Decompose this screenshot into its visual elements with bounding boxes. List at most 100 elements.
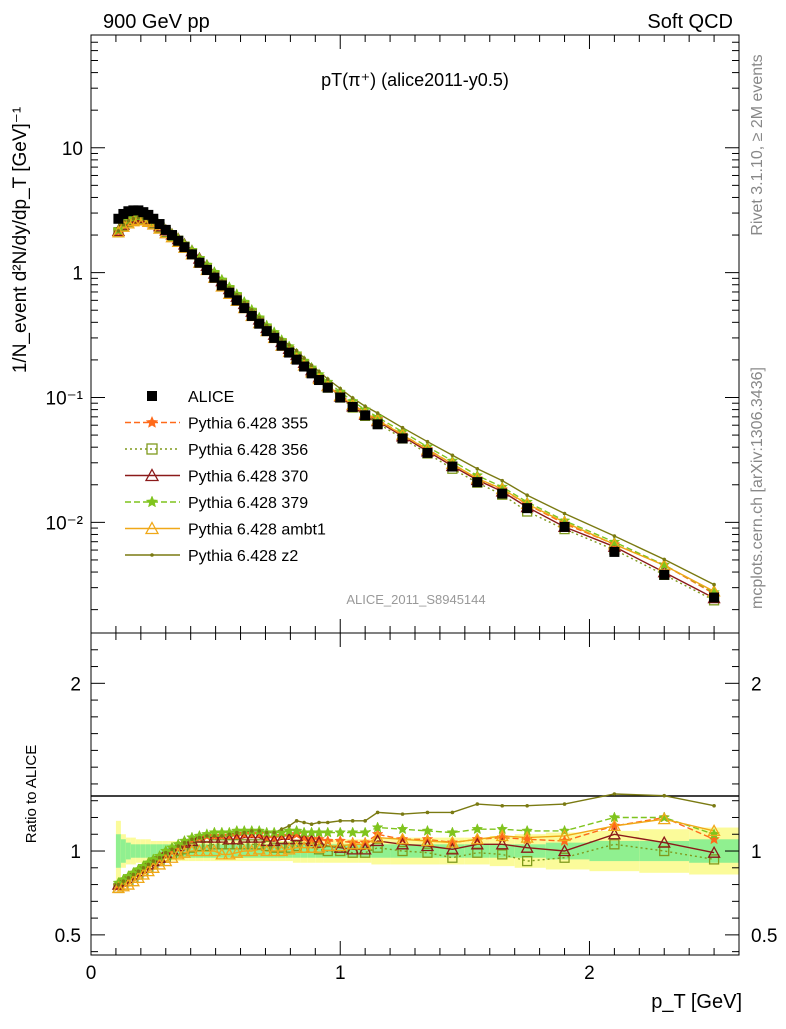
legend-label-ambt1: Pythia 6.428 ambt1 xyxy=(188,522,326,539)
ratio-stat-band xyxy=(225,844,234,858)
ratio-point-p370 xyxy=(230,832,244,845)
ratio-point-z2 xyxy=(235,830,239,835)
ratio-point-z2 xyxy=(525,803,529,808)
ratio-point-z2 xyxy=(500,803,505,808)
main-point-ALICE xyxy=(709,592,720,603)
x-axis-label: p_T [GeV] xyxy=(651,991,742,1013)
main-y-tick-label: 10⁻² xyxy=(46,513,84,534)
ratio-series-markers xyxy=(111,792,721,894)
main-panel: 10⁻² 10⁻¹ 1 10 pT(π⁺) (alice2011-y0.5) ALIC… xyxy=(10,34,740,634)
ratio-stat-band xyxy=(135,844,141,858)
main-point-ALICE xyxy=(154,219,165,230)
ratio-point-ambt1 xyxy=(470,832,484,845)
legend-label-p370: Pythia 6.428 370 xyxy=(188,469,308,486)
legend-marker-ALICE xyxy=(147,391,157,401)
rivet-label: Rivet 3.1.10, ≥ 2M events xyxy=(749,54,766,235)
main-x-ticks xyxy=(90,35,740,633)
ratio-stat-band xyxy=(255,844,263,858)
ratio-y-tick-label: 2 xyxy=(70,674,81,695)
main-point-ALICE xyxy=(372,419,383,430)
ratio-point-ambt1 xyxy=(346,837,360,850)
ratio-point-ambt1 xyxy=(657,812,671,825)
ratio-point-ambt1 xyxy=(222,847,236,860)
ratio-point-p379 xyxy=(359,826,371,838)
ratio-point-z2 xyxy=(197,835,202,840)
ratio-point-p370 xyxy=(607,827,621,840)
main-point-z2 xyxy=(287,343,291,347)
ratio-point-z2 xyxy=(350,819,355,823)
ratio-point-p370 xyxy=(207,830,221,843)
ratio-point-z2 xyxy=(363,819,367,823)
main-y-tick-label: 10⁻¹ xyxy=(46,388,84,409)
main-point-ALICE xyxy=(261,326,272,337)
main-y-tick-label: 1 xyxy=(72,264,83,285)
ratio-point-z2 xyxy=(475,802,480,806)
ratio-point-p370 xyxy=(707,845,721,858)
ratio-point-z2 xyxy=(182,840,187,845)
main-point-ALICE xyxy=(276,340,287,351)
ratio-point-z2 xyxy=(136,869,141,873)
ratio-stat-band xyxy=(130,844,136,858)
ratio-point-ambt1 xyxy=(290,840,304,853)
ratio-point-z2 xyxy=(212,834,217,838)
main-point-ALICE xyxy=(209,272,220,283)
ratio-point-ambt1 xyxy=(230,845,244,858)
ratio-point-z2 xyxy=(126,876,131,880)
legend-label-p356: Pythia 6.428 356 xyxy=(188,442,308,459)
ratio-stat-band xyxy=(140,844,146,858)
main-point-z2 xyxy=(450,453,455,458)
ratio-stat-band xyxy=(371,844,391,858)
ratio-point-z2 xyxy=(176,844,181,848)
main-point-ALICE xyxy=(306,368,317,379)
main-series-markers xyxy=(111,205,721,606)
main-point-z2 xyxy=(317,369,321,374)
main-point-ambt1 xyxy=(121,216,135,229)
main-point-ALICE xyxy=(269,332,280,343)
ratio-stat-band xyxy=(120,839,126,863)
main-point-ALICE xyxy=(239,303,250,314)
ratio-stat-band xyxy=(145,844,151,858)
ratio-point-p370 xyxy=(297,832,311,845)
ratio-y-ticks: 0.5 0.5 1 1 2 2 xyxy=(55,649,777,953)
ratio-stat-band xyxy=(181,844,189,858)
main-point-ALICE xyxy=(179,242,190,253)
ratio-point-z2 xyxy=(249,829,254,833)
ratio-point-z2 xyxy=(317,820,321,825)
ratio-point-ambt1 xyxy=(358,837,372,850)
main-point-ALICE xyxy=(224,287,235,298)
ratio-point-p370 xyxy=(222,832,236,845)
header-left: 900 GeV pp xyxy=(103,11,210,33)
ratio-point-ambt1 xyxy=(185,844,199,857)
ratio-point-z2 xyxy=(325,820,330,825)
ratio-point-ambt1 xyxy=(607,819,621,832)
ratio-point-z2 xyxy=(287,824,291,828)
main-point-z2 xyxy=(294,348,299,353)
main-point-z2 xyxy=(302,356,306,360)
ratio-point-z2 xyxy=(662,793,667,798)
main-point-z2 xyxy=(121,222,126,227)
ratio-point-p356 xyxy=(422,847,433,858)
ratio-point-z2 xyxy=(157,855,162,860)
ratio-point-z2 xyxy=(151,859,156,863)
ratio-point-ambt1 xyxy=(297,840,311,853)
ratio-point-z2 xyxy=(220,834,224,838)
ratio-point-ambt1 xyxy=(131,871,145,884)
ratio-point-ambt1 xyxy=(121,877,135,890)
legend: ALICE Pythia 6.428 355 Pythia 6.428 356 Pyt… xyxy=(125,389,326,565)
ratio-point-z2 xyxy=(375,810,380,815)
main-y-tick-label: 10 xyxy=(62,139,83,160)
main-point-z2 xyxy=(375,411,380,415)
ratio-point-ambt1 xyxy=(267,844,281,857)
ratio-point-z2 xyxy=(612,792,617,796)
ratio-stat-band xyxy=(233,844,241,858)
ratio-point-z2 xyxy=(131,872,136,877)
ratio-point-p379 xyxy=(321,826,334,838)
main-point-ALICE xyxy=(291,354,302,365)
ratio-stat-band xyxy=(115,834,121,868)
ratio-stat-band xyxy=(300,844,308,858)
ratio-y-tick-label: 1 xyxy=(70,842,81,863)
main-point-ambt1 xyxy=(126,214,140,227)
ratio-point-p356 xyxy=(209,839,220,850)
main-point-z2 xyxy=(425,439,430,444)
legend-marker-p370 xyxy=(144,468,160,482)
